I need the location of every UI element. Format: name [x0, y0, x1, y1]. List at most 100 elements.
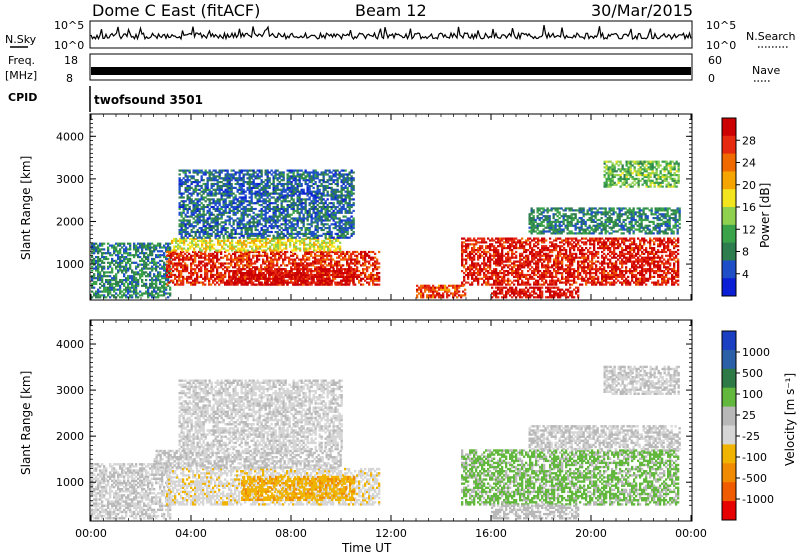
data-cell — [330, 196, 333, 199]
data-cell — [286, 213, 289, 216]
data-cell — [220, 227, 223, 230]
data-cell — [342, 179, 345, 182]
data-cell — [364, 264, 367, 267]
data-cell — [286, 184, 289, 188]
data-cell — [192, 236, 195, 239]
data-cell — [129, 288, 132, 291]
data-cell — [212, 198, 215, 201]
data-cell — [222, 277, 225, 280]
data-cell — [224, 205, 227, 209]
data-cell — [107, 279, 110, 282]
data-cell — [180, 204, 183, 207]
data-cell — [238, 217, 241, 220]
data-cell — [316, 266, 319, 269]
data-cell — [137, 254, 140, 257]
data-cell — [107, 271, 110, 274]
data-cell — [196, 273, 199, 277]
data-cell — [155, 246, 158, 249]
data-cell — [296, 205, 299, 209]
data-cell — [218, 209, 221, 212]
data-cell — [169, 246, 172, 249]
data-cell — [266, 266, 269, 269]
data-cell — [186, 279, 189, 282]
data-cell — [336, 181, 339, 184]
data-cell — [97, 292, 100, 295]
data-cell — [306, 272, 309, 275]
data-cell — [256, 275, 259, 278]
data-cell — [346, 277, 349, 280]
data-cell — [322, 281, 325, 284]
data-cell — [270, 230, 273, 234]
data-cell — [202, 217, 205, 220]
data-cell — [348, 190, 351, 193]
data-cell — [326, 169, 329, 172]
data-cell — [220, 250, 223, 254]
data-cell — [368, 266, 371, 269]
data-cell — [178, 258, 181, 261]
data-cell — [228, 202, 231, 205]
data-cell — [277, 249, 280, 252]
data-cell — [123, 244, 126, 247]
data-cell — [370, 272, 373, 275]
data-cell — [461, 250, 464, 254]
data-cell — [334, 213, 337, 216]
data-cell — [340, 270, 343, 273]
data-cell — [183, 239, 186, 242]
data-cell — [91, 269, 94, 272]
data-cell — [370, 279, 373, 282]
data-cell — [302, 179, 305, 182]
data-cell — [195, 245, 198, 248]
data-cell — [125, 261, 128, 264]
data-cell — [312, 277, 315, 280]
data-cell — [200, 273, 203, 277]
data-cell — [259, 245, 262, 248]
data-cell — [318, 209, 321, 212]
data-cell — [270, 202, 273, 205]
data-cell — [246, 266, 249, 269]
data-region — [178, 169, 355, 239]
data-cell — [254, 232, 257, 235]
data-cell — [477, 277, 480, 280]
data-cell — [129, 254, 132, 257]
data-cell — [208, 270, 211, 273]
data-cell — [348, 202, 351, 205]
data-cell — [336, 190, 339, 193]
data-cell — [316, 268, 319, 271]
data-cell — [348, 250, 351, 254]
data-cell — [332, 192, 335, 195]
data-cell — [145, 246, 148, 249]
data-cell — [309, 237, 312, 241]
data-cell — [262, 260, 265, 263]
data-cell — [157, 294, 160, 297]
data-cell — [236, 205, 239, 209]
data-cell — [332, 209, 335, 212]
data-cell — [236, 223, 239, 226]
data-cell — [222, 268, 225, 271]
data-cell — [204, 213, 207, 216]
data-cell — [348, 184, 351, 188]
data-cell — [465, 258, 468, 261]
data-cell — [121, 282, 124, 285]
data-cell — [252, 270, 255, 273]
data-cell — [461, 249, 464, 252]
data-cell — [264, 211, 267, 214]
data-cell — [318, 266, 321, 269]
data-cell — [274, 254, 277, 257]
data-cell — [477, 264, 480, 267]
data-cell — [214, 217, 217, 220]
data-cell — [272, 213, 275, 216]
data-cell — [97, 273, 100, 276]
data-cell — [95, 246, 98, 249]
data-cell — [211, 245, 214, 248]
data-cell — [485, 273, 488, 277]
data-cell — [314, 232, 317, 235]
data-cell — [210, 186, 213, 189]
data-cell — [192, 272, 195, 275]
data-cell — [103, 282, 106, 285]
data-cell — [260, 204, 263, 207]
data-cell — [216, 213, 219, 216]
data-cell — [348, 209, 351, 212]
data-cell — [272, 202, 275, 205]
data-cell — [350, 179, 353, 182]
data-cell — [284, 190, 287, 193]
